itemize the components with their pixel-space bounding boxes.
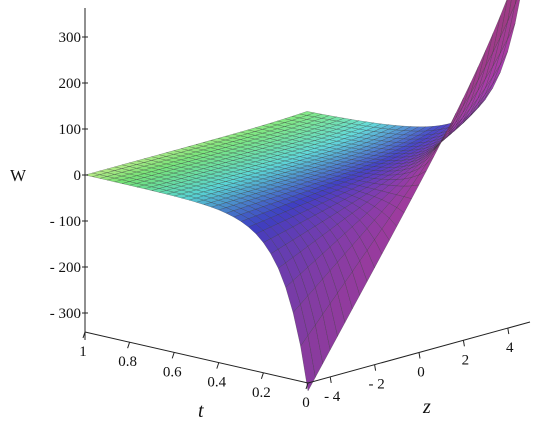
t-axis-title: t [198, 400, 204, 422]
w-tick-label: 200 [59, 76, 82, 92]
z-tick-label: 0 [417, 365, 425, 381]
t-tick-mark [171, 352, 175, 359]
z-axis-ticks: - 4 - 2 0 2 4 [324, 328, 514, 405]
t-tick-label: 0.2 [252, 385, 271, 401]
surface-patch [515, 0, 517, 4]
t-tick-mark [216, 362, 220, 369]
z-tick-label: - 2 [368, 377, 384, 393]
t-tick-label: 0.4 [207, 375, 226, 391]
z-tick-mark [507, 328, 510, 335]
z-tick-label: 4 [506, 340, 514, 356]
t-tick-mark [305, 382, 309, 390]
w-tick-label: - 200 [50, 260, 81, 276]
w-tick-label: - 300 [50, 306, 81, 322]
t-tick-mark [260, 372, 264, 379]
w-axis-ticks: 300 200 100 0 - 100 - 200 - 300 [50, 30, 88, 322]
z-tick-mark [374, 364, 377, 371]
w-tick-label: 0 [74, 168, 82, 184]
t-tick-mark [82, 331, 86, 339]
surface-mesh [84, 0, 520, 392]
w-tick-label: 300 [59, 30, 82, 46]
w-axis-title: W [10, 166, 27, 185]
w-tick-label: - 100 [50, 214, 81, 230]
t-axis-ticks: 1 0.8 0.6 0.4 0.2 0 [79, 331, 310, 411]
t-tick-label: 0 [302, 395, 310, 411]
w-tick-label: 100 [59, 122, 82, 138]
t-tick-label: 0.8 [118, 354, 137, 370]
t-tick-label: 0.6 [163, 364, 182, 380]
z-tick-label: - 4 [324, 389, 341, 405]
z-tick-mark [329, 376, 332, 383]
t-tick-label: 1 [79, 344, 87, 360]
surface-patch [507, 0, 520, 39]
z-axis-title: z [422, 396, 431, 418]
z-tick-mark [462, 340, 465, 347]
t-tick-mark [127, 342, 131, 349]
t-axis-line [84, 331, 309, 384]
z-tick-label: 2 [462, 352, 470, 368]
z-tick-mark [418, 352, 421, 359]
